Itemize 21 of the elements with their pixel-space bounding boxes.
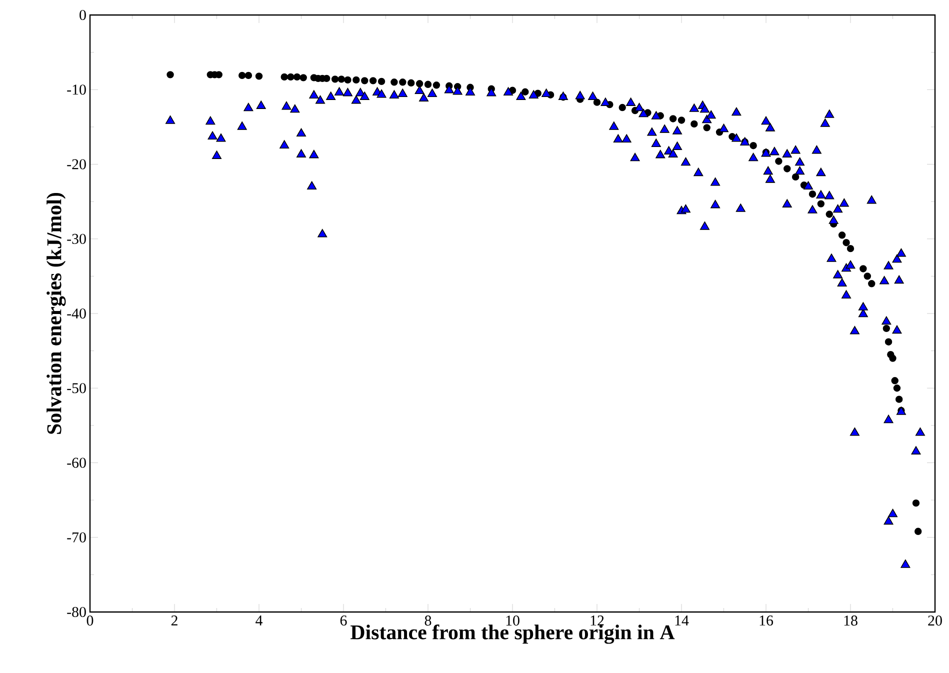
x-tick-label: 20 [928,616,942,626]
x-tick-label: 10 [506,616,520,626]
x-tick-label: 2 [171,616,178,626]
x-tick-label: 8 [424,616,432,626]
y-tick-label: -40 [67,308,86,319]
y-tick-label: -60 [67,458,86,468]
x-tick-label: 0 [86,616,94,626]
x-tick-label: 14 [675,616,689,626]
y-tick-label: -50 [67,383,86,394]
x-tick-label: 4 [256,616,262,626]
y-tick-label: -10 [67,84,86,95]
x-tick-label: 18 [844,616,858,626]
x-tick-label: 16 [760,616,774,626]
y-tick-label: -80 [67,606,86,618]
x-tick-label: 12 [590,616,604,626]
x-tick-label: 6 [340,616,347,626]
y-axis-title: Solvation energies (kJ/mol) [46,192,66,434]
y-tick-label: 0 [80,10,86,20]
y-tick-label: -20 [67,159,86,170]
y-tick-label: -70 [67,532,86,542]
y-tick-label: -30 [67,234,86,244]
